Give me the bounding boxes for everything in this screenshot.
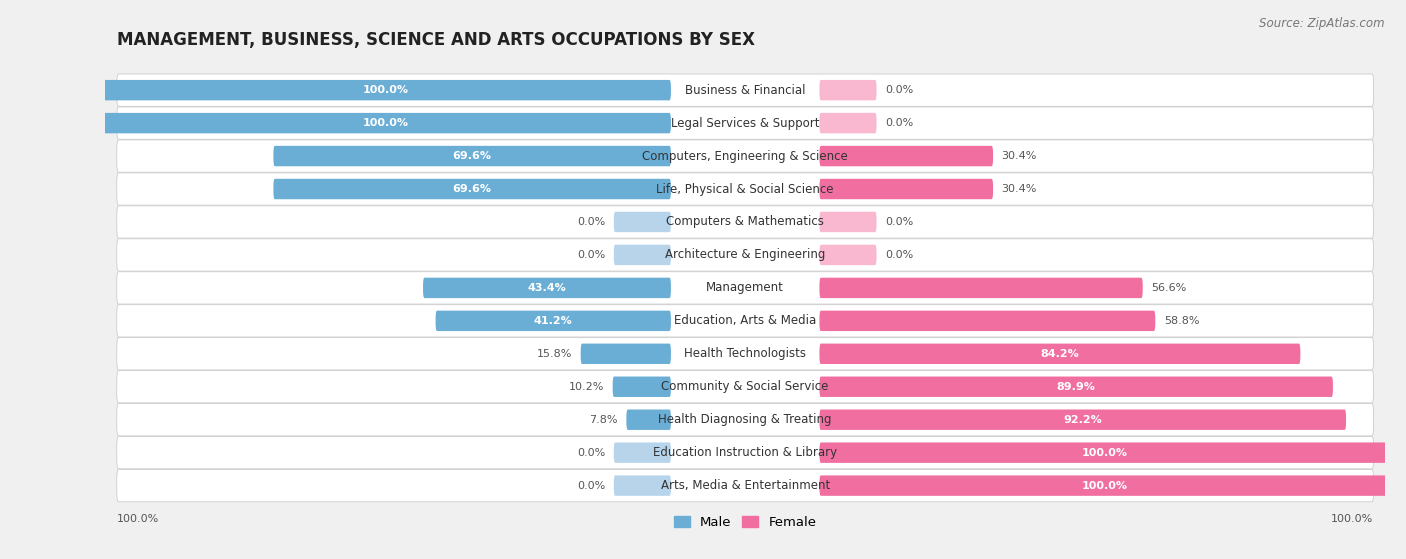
Text: 10.2%: 10.2%: [568, 382, 605, 392]
FancyBboxPatch shape: [820, 443, 1391, 463]
FancyBboxPatch shape: [820, 344, 1301, 364]
Text: Health Technologists: Health Technologists: [685, 347, 806, 361]
Text: 0.0%: 0.0%: [886, 250, 914, 260]
FancyBboxPatch shape: [117, 206, 1374, 238]
Text: 100.0%: 100.0%: [1083, 448, 1128, 458]
Text: 92.2%: 92.2%: [1063, 415, 1102, 425]
Text: 84.2%: 84.2%: [1040, 349, 1080, 359]
FancyBboxPatch shape: [117, 239, 1374, 271]
FancyBboxPatch shape: [117, 305, 1374, 337]
Text: 30.4%: 30.4%: [1001, 184, 1038, 194]
FancyBboxPatch shape: [100, 113, 671, 133]
Text: 69.6%: 69.6%: [453, 151, 492, 161]
Text: MANAGEMENT, BUSINESS, SCIENCE AND ARTS OCCUPATIONS BY SEX: MANAGEMENT, BUSINESS, SCIENCE AND ARTS O…: [117, 31, 755, 49]
Text: Architecture & Engineering: Architecture & Engineering: [665, 248, 825, 262]
Text: 0.0%: 0.0%: [576, 448, 605, 458]
Text: 0.0%: 0.0%: [576, 217, 605, 227]
Text: 100.0%: 100.0%: [1083, 481, 1128, 491]
FancyBboxPatch shape: [820, 311, 1156, 331]
Text: Education Instruction & Library: Education Instruction & Library: [654, 446, 837, 459]
Text: Health Diagnosing & Treating: Health Diagnosing & Treating: [658, 413, 832, 426]
FancyBboxPatch shape: [820, 475, 1391, 496]
Text: 100.0%: 100.0%: [363, 85, 408, 95]
Text: Source: ZipAtlas.com: Source: ZipAtlas.com: [1260, 17, 1385, 30]
FancyBboxPatch shape: [627, 410, 671, 430]
Text: Community & Social Service: Community & Social Service: [661, 380, 830, 393]
FancyBboxPatch shape: [117, 437, 1374, 469]
Text: 43.4%: 43.4%: [527, 283, 567, 293]
Text: 69.6%: 69.6%: [453, 184, 492, 194]
FancyBboxPatch shape: [820, 212, 876, 232]
FancyBboxPatch shape: [820, 146, 993, 166]
FancyBboxPatch shape: [820, 245, 876, 265]
FancyBboxPatch shape: [117, 338, 1374, 370]
Text: 0.0%: 0.0%: [576, 250, 605, 260]
Text: 0.0%: 0.0%: [886, 85, 914, 95]
Text: 30.4%: 30.4%: [1001, 151, 1038, 161]
Text: 15.8%: 15.8%: [537, 349, 572, 359]
Text: 100.0%: 100.0%: [117, 514, 159, 524]
FancyBboxPatch shape: [614, 212, 671, 232]
Text: 0.0%: 0.0%: [576, 481, 605, 491]
FancyBboxPatch shape: [820, 410, 1346, 430]
FancyBboxPatch shape: [820, 179, 993, 199]
Text: Education, Arts & Media: Education, Arts & Media: [673, 314, 817, 328]
FancyBboxPatch shape: [614, 475, 671, 496]
FancyBboxPatch shape: [581, 344, 671, 364]
FancyBboxPatch shape: [820, 113, 876, 133]
FancyBboxPatch shape: [820, 80, 876, 101]
FancyBboxPatch shape: [100, 80, 671, 101]
FancyBboxPatch shape: [117, 404, 1374, 436]
Text: 100.0%: 100.0%: [1331, 514, 1374, 524]
Text: 41.2%: 41.2%: [534, 316, 572, 326]
FancyBboxPatch shape: [117, 272, 1374, 304]
Text: 0.0%: 0.0%: [886, 118, 914, 128]
FancyBboxPatch shape: [613, 377, 671, 397]
Text: Business & Financial: Business & Financial: [685, 84, 806, 97]
FancyBboxPatch shape: [117, 173, 1374, 205]
FancyBboxPatch shape: [614, 245, 671, 265]
FancyBboxPatch shape: [820, 377, 1333, 397]
Text: Computers, Engineering & Science: Computers, Engineering & Science: [643, 150, 848, 163]
Text: 0.0%: 0.0%: [886, 217, 914, 227]
Text: Computers & Mathematics: Computers & Mathematics: [666, 215, 824, 229]
Text: Arts, Media & Entertainment: Arts, Media & Entertainment: [661, 479, 830, 492]
Text: Life, Physical & Social Science: Life, Physical & Social Science: [657, 183, 834, 196]
Text: Legal Services & Support: Legal Services & Support: [671, 117, 820, 130]
Text: 58.8%: 58.8%: [1164, 316, 1199, 326]
FancyBboxPatch shape: [423, 278, 671, 298]
FancyBboxPatch shape: [117, 107, 1374, 139]
FancyBboxPatch shape: [117, 371, 1374, 403]
Text: 56.6%: 56.6%: [1152, 283, 1187, 293]
Text: 7.8%: 7.8%: [589, 415, 617, 425]
Legend: Male, Female: Male, Female: [673, 515, 817, 529]
FancyBboxPatch shape: [436, 311, 671, 331]
Text: 100.0%: 100.0%: [363, 118, 408, 128]
FancyBboxPatch shape: [614, 443, 671, 463]
FancyBboxPatch shape: [117, 470, 1374, 502]
FancyBboxPatch shape: [117, 140, 1374, 172]
FancyBboxPatch shape: [820, 278, 1143, 298]
Text: 89.9%: 89.9%: [1057, 382, 1095, 392]
FancyBboxPatch shape: [273, 179, 671, 199]
Text: Management: Management: [706, 281, 785, 295]
FancyBboxPatch shape: [273, 146, 671, 166]
FancyBboxPatch shape: [117, 74, 1374, 106]
